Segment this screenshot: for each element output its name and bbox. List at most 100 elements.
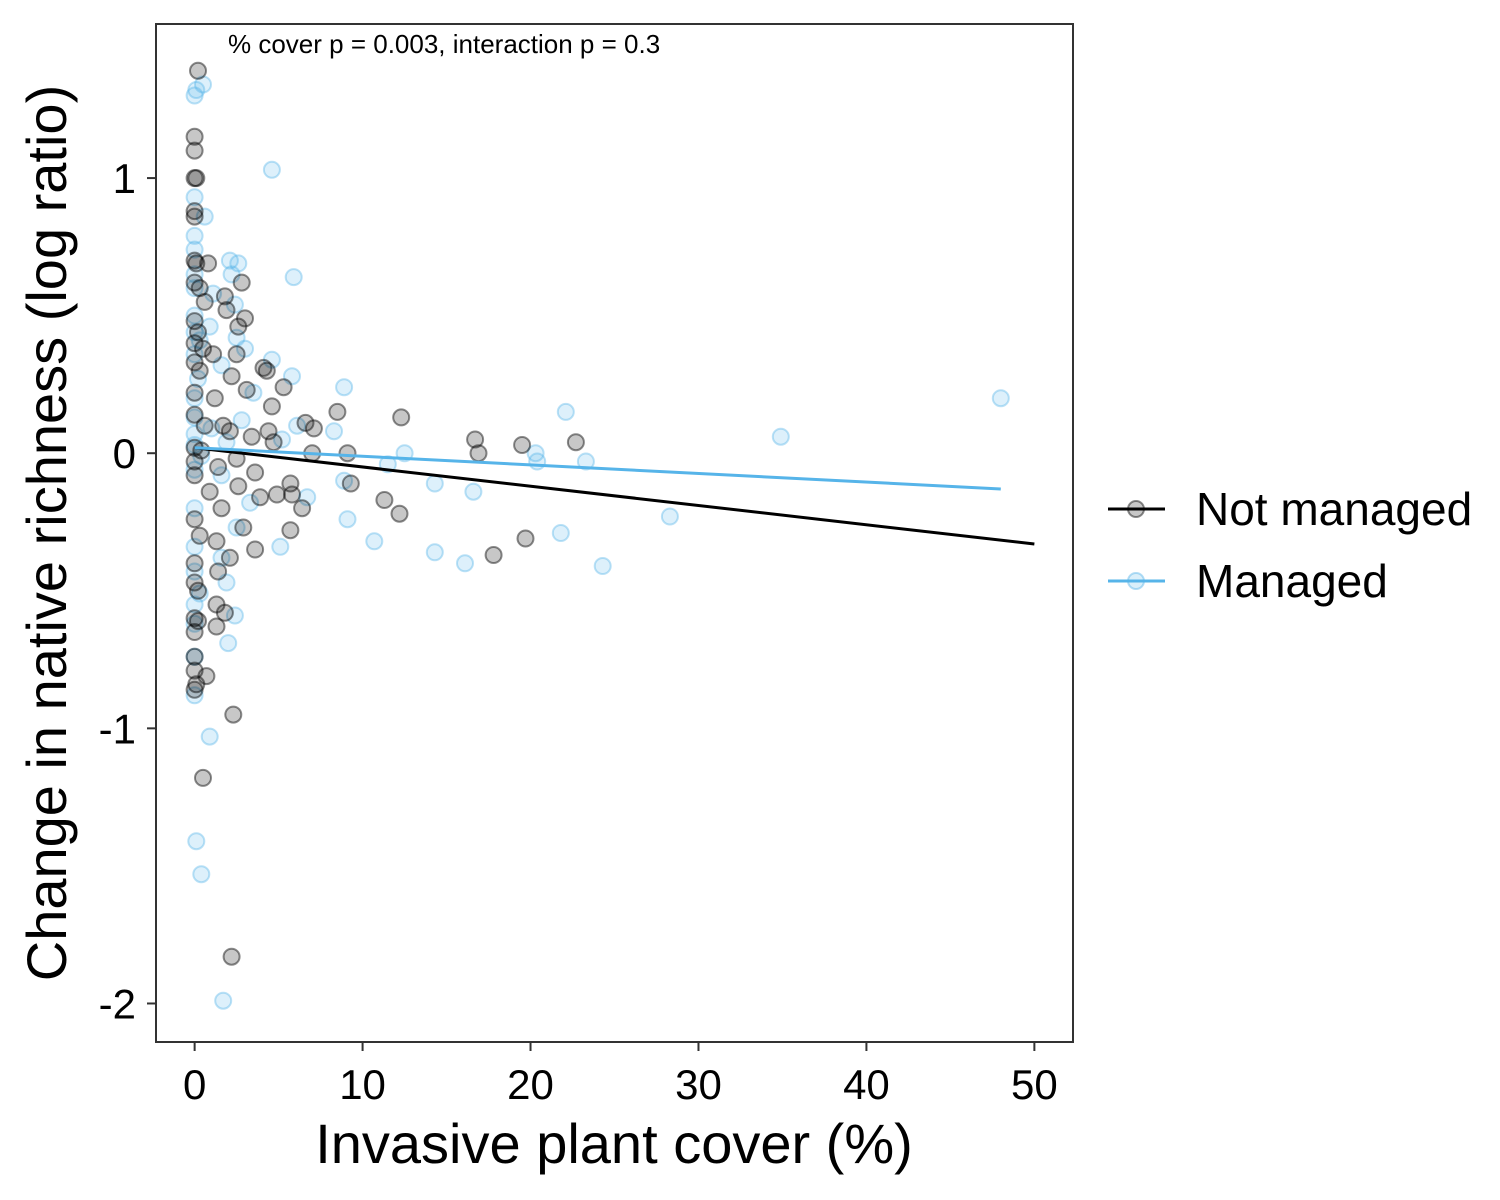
fit-line-not-managed [194, 446, 1035, 546]
point-not-managed [251, 488, 270, 507]
point-managed [185, 537, 204, 556]
point-not-managed [274, 378, 293, 397]
x-tick-label: 50 [1011, 1061, 1058, 1108]
point-not-managed [185, 169, 204, 188]
point-managed [202, 419, 221, 438]
point-not-managed [185, 623, 204, 641]
point-managed [271, 537, 290, 556]
point-not-managed [185, 353, 204, 372]
annotation: % cover p = 0.003, interaction p = 0.3 [228, 29, 660, 59]
y-tick-label: 0 [113, 430, 136, 477]
point-managed [194, 75, 212, 94]
point-not-managed [185, 452, 204, 471]
x-tick-label: 40 [843, 1061, 890, 1108]
point-not-managed [185, 202, 204, 221]
x-tick-label: 20 [507, 1061, 554, 1108]
point-not-managed [375, 491, 394, 509]
point-managed [262, 350, 281, 369]
point-not-managed [484, 546, 503, 564]
point-not-managed [195, 292, 214, 311]
point-not-managed [187, 675, 206, 694]
point-not-managed [392, 408, 411, 427]
point-not-managed [185, 127, 204, 146]
point-managed [232, 411, 251, 430]
y-tick-label: -1 [99, 705, 136, 752]
point-not-managed [189, 61, 207, 80]
point-managed [325, 422, 343, 441]
point-not-managed [185, 334, 204, 353]
point-managed [190, 331, 209, 350]
point-managed [273, 430, 291, 449]
legend-key-point-not-managed [1127, 500, 1145, 518]
point-not-managed [293, 499, 312, 518]
point-managed [192, 865, 211, 884]
legend-item-not-managed[interactable]: Not managed [1108, 483, 1472, 535]
point-not-managed [189, 323, 207, 342]
point-managed [229, 254, 248, 273]
point-managed [425, 474, 444, 493]
point-not-managed [189, 612, 207, 630]
point-not-managed [217, 301, 236, 320]
point-managed [185, 686, 204, 705]
point-managed [464, 482, 483, 501]
point-not-managed [200, 482, 219, 501]
point-managed [227, 328, 246, 347]
y-tick-label: 1 [113, 155, 136, 202]
point-not-managed [185, 647, 204, 666]
point-managed [551, 524, 570, 542]
point-not-managed [185, 661, 204, 680]
point-managed [185, 240, 204, 259]
point-not-managed [199, 254, 218, 273]
point-not-managed [257, 361, 276, 380]
point-managed [526, 444, 545, 463]
point-not-managed [212, 499, 231, 518]
point-managed [528, 452, 547, 471]
point-not-managed [237, 380, 256, 399]
point-managed [660, 507, 679, 526]
point-not-managed [185, 312, 204, 331]
point-not-managed [220, 548, 239, 567]
point-not-managed [281, 474, 300, 493]
axis-ticks: 0 10 20 30 40 50 -2 -1 0 1 [99, 155, 1058, 1108]
point-not-managed [209, 562, 228, 581]
point-managed [262, 160, 281, 179]
point-not-managed [189, 581, 207, 600]
point-managed [225, 606, 244, 625]
y-tick-label: -2 [99, 980, 136, 1027]
point-managed [185, 345, 204, 364]
legend-key-point-managed [1127, 572, 1145, 590]
point-not-managed [296, 413, 315, 432]
point-not-managed [207, 617, 226, 636]
legend-item-managed[interactable]: Managed [1108, 555, 1388, 607]
point-not-managed [187, 254, 206, 273]
point-not-managed [190, 526, 209, 545]
point-not-managed [229, 477, 248, 496]
point-managed [227, 518, 246, 537]
point-managed [576, 452, 595, 471]
point-not-managed [281, 521, 300, 540]
point-not-managed [197, 667, 216, 686]
point-not-managed [185, 383, 204, 402]
point-managed [991, 389, 1010, 408]
point-managed [219, 634, 238, 653]
point-not-managed [204, 345, 223, 364]
point-not-managed [341, 474, 360, 493]
point-managed [185, 408, 204, 427]
point-not-managed [390, 504, 409, 523]
point-not-managed [264, 433, 283, 452]
point-managed [556, 402, 575, 421]
point-managed [185, 306, 204, 325]
point-managed [185, 86, 204, 105]
point-not-managed [207, 595, 226, 614]
point-not-managed [185, 609, 204, 628]
x-tick-label: 0 [183, 1061, 206, 1108]
point-not-managed [267, 485, 286, 504]
legend: Not managed Managed [1108, 483, 1472, 607]
point-managed [185, 226, 204, 245]
legend-label-managed: Managed [1196, 555, 1388, 607]
point-managed [593, 557, 612, 575]
point-not-managed [566, 433, 585, 452]
point-not-managed [283, 485, 301, 504]
point-not-managed [224, 705, 243, 724]
point-managed [185, 614, 204, 633]
